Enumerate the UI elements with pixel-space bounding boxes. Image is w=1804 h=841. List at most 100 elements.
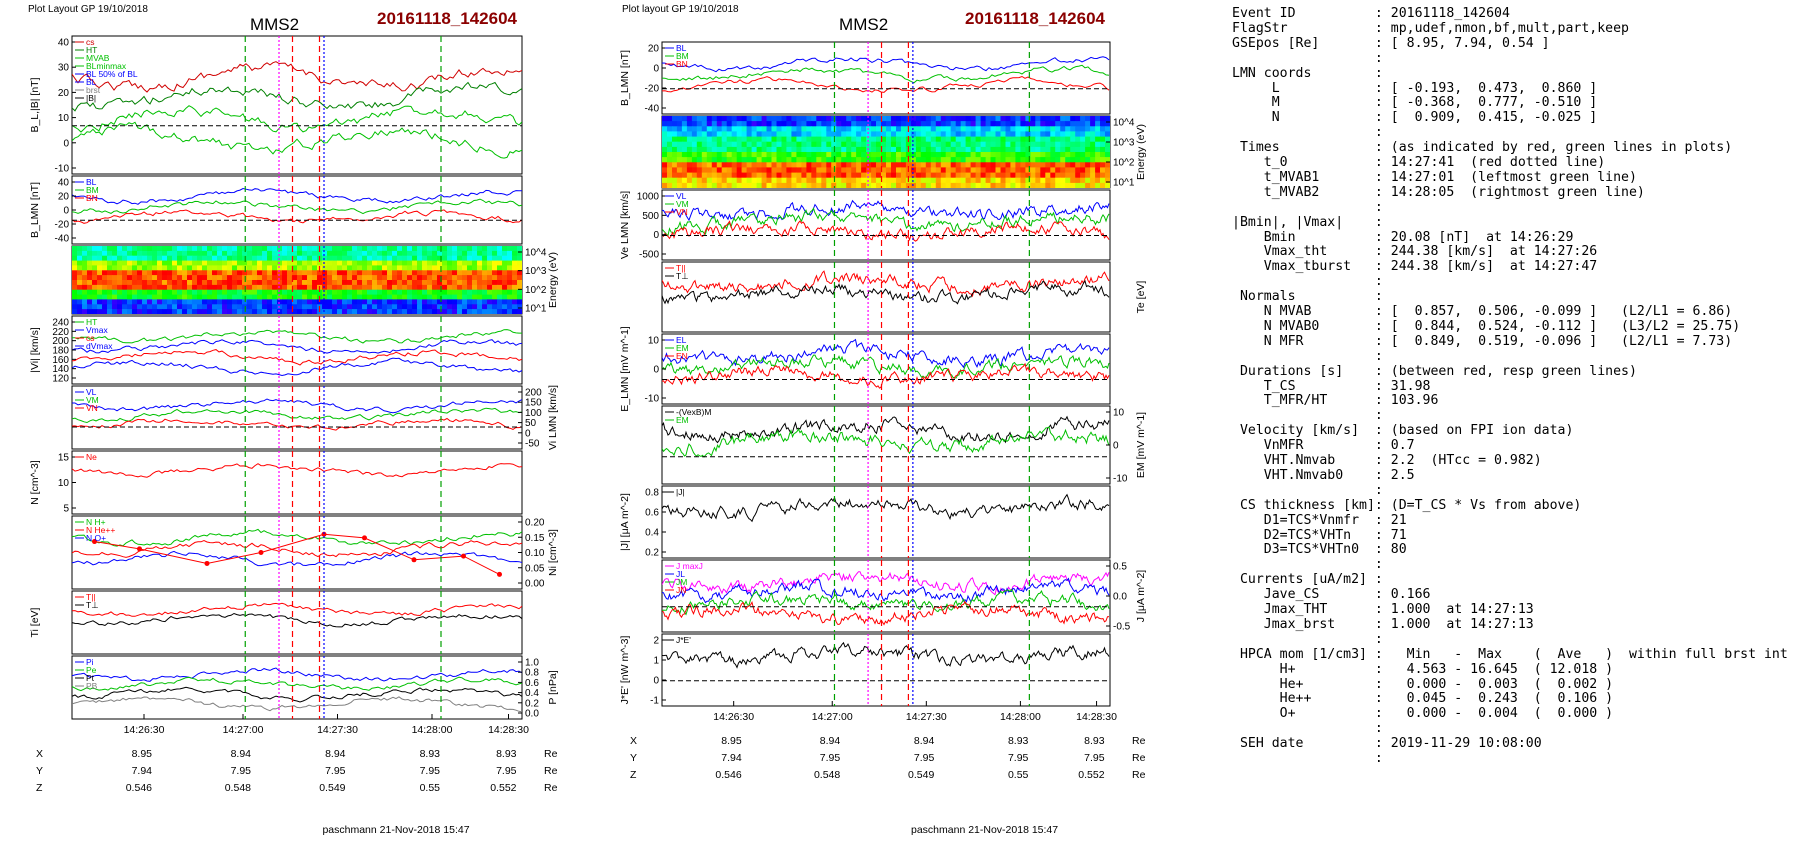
spectrogram-cell [252, 294, 258, 301]
spectrogram-cell [811, 162, 817, 168]
spectrogram-cell [497, 309, 503, 314]
spectrogram-cell [756, 167, 763, 174]
spectrogram-cell [970, 152, 977, 158]
spectrogram-cell [407, 246, 413, 252]
spectrogram-cell [711, 141, 718, 148]
spectrogram-cell [955, 162, 962, 168]
spectrogram-cell [377, 284, 383, 291]
spectrogram-cell [242, 289, 248, 296]
spectrogram-cell [397, 275, 403, 281]
spectrogram-cell [507, 294, 513, 301]
ytick-label: 1000 [637, 192, 660, 203]
spectrogram-cell [437, 260, 443, 267]
spectrogram-cell [856, 172, 862, 179]
spectrogram-cell [332, 299, 338, 305]
spectrogram-cell [1100, 157, 1106, 163]
spectrogram-cell [277, 270, 283, 276]
spectrogram-cell [482, 284, 488, 291]
spectrogram-cell [1005, 152, 1012, 158]
spectrogram-cell [1040, 126, 1046, 132]
legend-label: Ne [86, 452, 97, 462]
spectrogram-cell [761, 126, 768, 132]
spectrogram-cell [472, 260, 478, 267]
spectrogram-cell [127, 255, 133, 262]
spectrogram-cell [392, 280, 398, 286]
spectrogram-cell [507, 299, 513, 305]
spectrogram-cell [1105, 182, 1110, 188]
spectrogram-cell [382, 289, 388, 296]
spectrogram-cell [77, 250, 83, 257]
spectrogram-cell [237, 294, 243, 301]
spectrogram-cell [896, 172, 902, 179]
spectrogram-cell [1040, 131, 1046, 138]
spectrogram-cell [367, 265, 373, 271]
spectrogram-cell [886, 116, 892, 122]
figure-title: MMS2 [839, 15, 888, 34]
spectrogram-cell [846, 126, 852, 132]
spectrogram-cell [392, 270, 398, 276]
spectrogram-cell [1025, 157, 1031, 163]
spectrogram-cell [432, 299, 438, 305]
spectrogram-cell [137, 284, 143, 291]
spectrogram-cell [920, 172, 927, 179]
spectrogram-cell [407, 284, 413, 291]
summary-line: GSEpos [Re] : [ 8.95, 7.94, 0.54 ] [1232, 35, 1550, 51]
spectrogram-cell [227, 309, 233, 314]
position-value: 8.94 [914, 735, 935, 747]
series-line [72, 528, 522, 547]
spectrogram-cell [397, 284, 403, 291]
spectrogram-cell [462, 309, 468, 314]
spectrogram-cell [960, 162, 967, 168]
spectrogram-cell [741, 157, 748, 163]
summary-line: Velocity [km/s] : (based on FPI ion data… [1232, 423, 1574, 439]
panel-plot-area [662, 270, 1110, 305]
spectrogram-cell [771, 152, 778, 158]
spectrogram-cell [965, 116, 972, 122]
spectrogram-cell [322, 246, 328, 252]
spectrogram-cell [197, 246, 203, 252]
spectrogram-cell [706, 172, 713, 179]
spectrogram-cell [701, 121, 708, 127]
spectrogram-cell [1055, 182, 1061, 188]
spectrogram-cell [492, 304, 498, 310]
spectrogram-cell [662, 172, 668, 179]
spectrogram-cell [402, 304, 408, 310]
spectrogram-cell [836, 162, 842, 168]
spectrogram-cell [915, 131, 922, 138]
spectrogram-cell [392, 294, 398, 301]
spectrogram-cell [257, 304, 263, 310]
spectrogram-cell [222, 260, 228, 267]
spectrogram-cell [1105, 141, 1110, 148]
spectrogram-cell [207, 250, 213, 257]
spectrogram-cell [676, 162, 683, 168]
spectrogram-cell [277, 294, 283, 301]
ytick-right-label: -10 [1113, 474, 1128, 485]
spectrogram-cell [262, 294, 268, 301]
spectrogram-cell [1035, 146, 1041, 153]
spectrogram-cell [92, 255, 98, 262]
series-line [72, 686, 522, 703]
spectrogram-cell [1090, 136, 1096, 143]
spectrogram-cell [930, 126, 937, 132]
spectrogram-cell [502, 289, 508, 296]
spectrogram-cell [157, 255, 163, 262]
spectrogram-cell [731, 172, 738, 179]
spectrogram-cell [212, 294, 218, 301]
spectrogram-cell [142, 260, 148, 267]
summary-line: O+ : 0.000 - 0.004 ( 0.000 ) [1232, 706, 1614, 722]
spectrogram-cell [1105, 116, 1110, 122]
xtick-label: 14:27:00 [223, 724, 264, 736]
spectrogram-cell [372, 250, 378, 257]
spectrogram-cell [851, 121, 857, 127]
spectrogram-cell [282, 280, 288, 286]
spectrogram-cell [472, 284, 478, 291]
spectrogram-cell [327, 284, 333, 291]
spectrogram-cell [801, 136, 807, 143]
spectrogram-cell [212, 309, 218, 314]
spectrogram-cell [925, 172, 932, 179]
spectrogram-cell [960, 121, 967, 127]
spectrogram-cell [397, 255, 403, 262]
spectrogram-cell [367, 280, 373, 286]
spectrogram-cell [831, 152, 837, 158]
spectrogram-cell [72, 294, 78, 301]
